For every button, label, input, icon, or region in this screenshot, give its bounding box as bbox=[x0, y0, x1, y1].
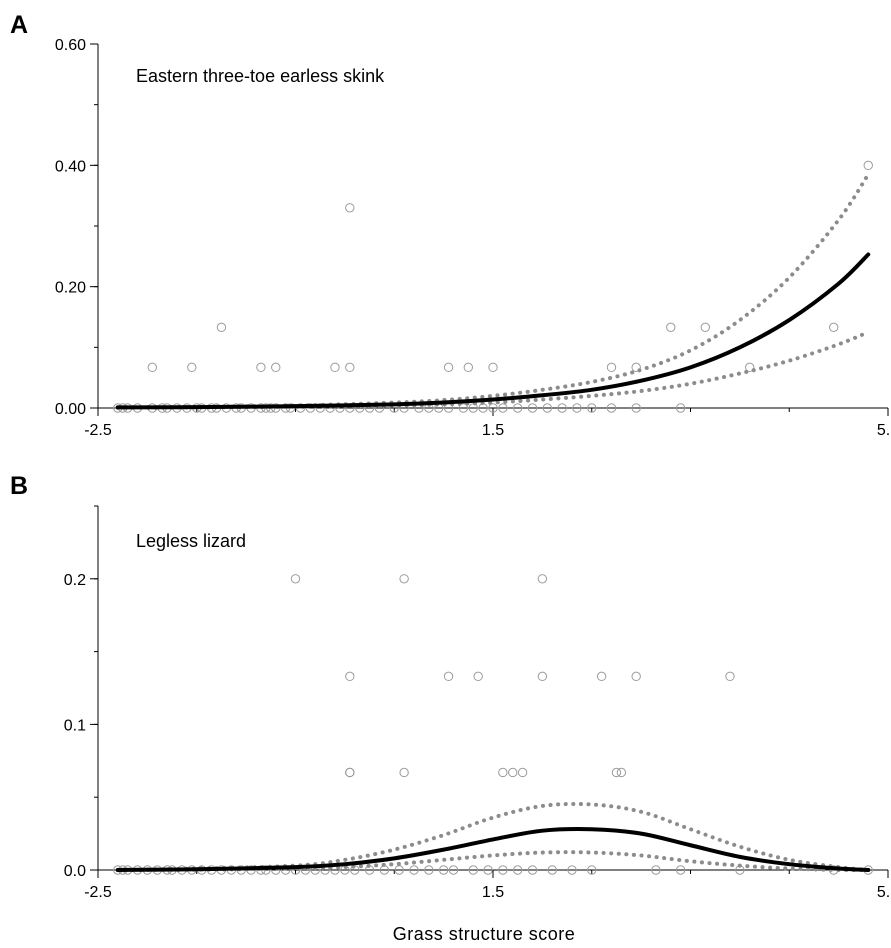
data-point bbox=[483, 865, 493, 875]
data-point bbox=[631, 671, 641, 682]
ci-upper-line bbox=[115, 172, 871, 410]
y-tick-label: 0.60 bbox=[55, 37, 86, 54]
data-point bbox=[399, 574, 409, 584]
panel-a-letter: A bbox=[10, 11, 28, 39]
data-point bbox=[424, 865, 434, 875]
data-point bbox=[527, 403, 538, 413]
fitted-line bbox=[115, 252, 871, 410]
data-point bbox=[616, 767, 627, 778]
data-point bbox=[399, 767, 409, 778]
ci-upper-line bbox=[115, 801, 871, 872]
y-tick-label: 0.40 bbox=[55, 158, 86, 175]
data-point bbox=[345, 671, 355, 682]
data-point bbox=[666, 322, 676, 333]
data-point bbox=[488, 403, 498, 413]
data-point bbox=[587, 865, 597, 875]
data-point bbox=[700, 322, 711, 333]
data-point bbox=[863, 160, 873, 171]
data-point bbox=[631, 403, 641, 413]
data-point bbox=[542, 403, 553, 413]
data-point bbox=[651, 865, 661, 875]
panel-b-letter: B bbox=[10, 472, 28, 500]
data-point bbox=[537, 574, 548, 584]
data-point bbox=[527, 865, 538, 875]
data-point bbox=[147, 362, 158, 373]
data-point bbox=[216, 322, 227, 333]
data-point bbox=[512, 403, 523, 413]
data-point bbox=[587, 403, 597, 413]
data-point bbox=[725, 671, 735, 682]
y-tick-label: 0.0 bbox=[64, 863, 86, 880]
data-point bbox=[557, 403, 567, 413]
ci-lower-line bbox=[115, 850, 871, 873]
y-tick-label: 0.1 bbox=[64, 717, 86, 734]
data-point bbox=[596, 671, 607, 682]
data-point bbox=[330, 362, 340, 373]
data-point bbox=[443, 671, 454, 682]
data-point bbox=[463, 362, 474, 373]
data-point bbox=[512, 865, 523, 875]
data-point bbox=[631, 362, 641, 373]
x-tick-label: -2.5 bbox=[84, 422, 112, 439]
data-point bbox=[675, 865, 686, 875]
data-point bbox=[473, 671, 483, 682]
data-point bbox=[537, 671, 548, 682]
data-point bbox=[345, 203, 355, 213]
panel-a-title: Eastern three-toe earless skink bbox=[136, 66, 385, 86]
data-point bbox=[498, 767, 508, 778]
data-point bbox=[443, 362, 454, 373]
y-tick-label: 0.2 bbox=[64, 572, 86, 589]
panel-a: A Eastern three-toe earless skink 0.00 0.… bbox=[10, 11, 891, 439]
data-point bbox=[345, 362, 355, 373]
data-point bbox=[458, 403, 469, 413]
y-tick-label: 0.20 bbox=[55, 280, 86, 297]
ci-lower-line bbox=[115, 330, 871, 410]
fitted-line bbox=[115, 827, 871, 872]
x-tick-label: 1.5 bbox=[482, 422, 504, 439]
x-tick-label: 1.5 bbox=[482, 884, 504, 901]
data-point bbox=[271, 362, 281, 373]
data-point bbox=[448, 865, 459, 875]
data-point bbox=[745, 362, 755, 373]
data-point bbox=[345, 767, 355, 778]
data-point bbox=[567, 865, 577, 875]
data-point bbox=[438, 865, 449, 875]
data-point bbox=[468, 865, 478, 875]
data-point bbox=[675, 403, 686, 413]
x-tick-label: 5.5 bbox=[877, 884, 891, 901]
data-point bbox=[290, 574, 301, 584]
data-point bbox=[409, 865, 419, 875]
data-point bbox=[606, 403, 617, 413]
data-point bbox=[572, 403, 582, 413]
y-tick-label: 0.00 bbox=[55, 401, 86, 418]
data-point bbox=[517, 767, 528, 778]
data-point bbox=[606, 362, 617, 373]
panel-b-title: Legless lizard bbox=[136, 531, 246, 551]
data-point bbox=[828, 322, 839, 333]
data-point bbox=[611, 767, 622, 778]
data-point bbox=[498, 865, 508, 875]
data-point bbox=[256, 362, 266, 373]
data-point bbox=[488, 362, 498, 373]
data-point bbox=[498, 403, 508, 413]
data-point bbox=[187, 362, 197, 373]
x-axis-title: Grass structure score bbox=[393, 924, 576, 944]
data-point bbox=[508, 767, 518, 778]
x-tick-label: 5.5 bbox=[877, 422, 891, 439]
data-point bbox=[547, 865, 557, 875]
panel-b: B Legless lizard 0.0 0.1 0.2 -2.5 1.5 5.5 bbox=[10, 472, 891, 901]
x-tick-label: -2.5 bbox=[84, 884, 112, 901]
